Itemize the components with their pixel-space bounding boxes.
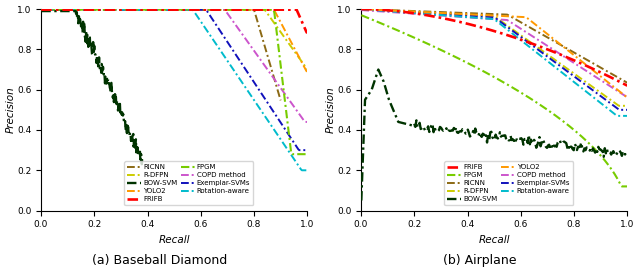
Text: (a) Baseball Diamond: (a) Baseball Diamond bbox=[92, 254, 228, 267]
Y-axis label: Precision: Precision bbox=[326, 86, 335, 133]
Y-axis label: Precision: Precision bbox=[6, 86, 15, 133]
Legend: FRIFB, FPGM, RICNN, R-DFPN, BOW-SVM, YOLO2, COPD method, Exemplar-SVMs, Rotation: FRIFB, FPGM, RICNN, R-DFPN, BOW-SVM, YOL… bbox=[444, 161, 573, 205]
X-axis label: Recall: Recall bbox=[478, 235, 510, 245]
X-axis label: Recall: Recall bbox=[158, 235, 190, 245]
Legend: RICNN, R-DFPN, BOW-SVM, YOLO2, FRIFB, FPGM, COPD method, Exemplar-SVMs, Rotation: RICNN, R-DFPN, BOW-SVM, YOLO2, FRIFB, FP… bbox=[124, 161, 253, 205]
Text: (b) Airplane: (b) Airplane bbox=[444, 254, 516, 267]
